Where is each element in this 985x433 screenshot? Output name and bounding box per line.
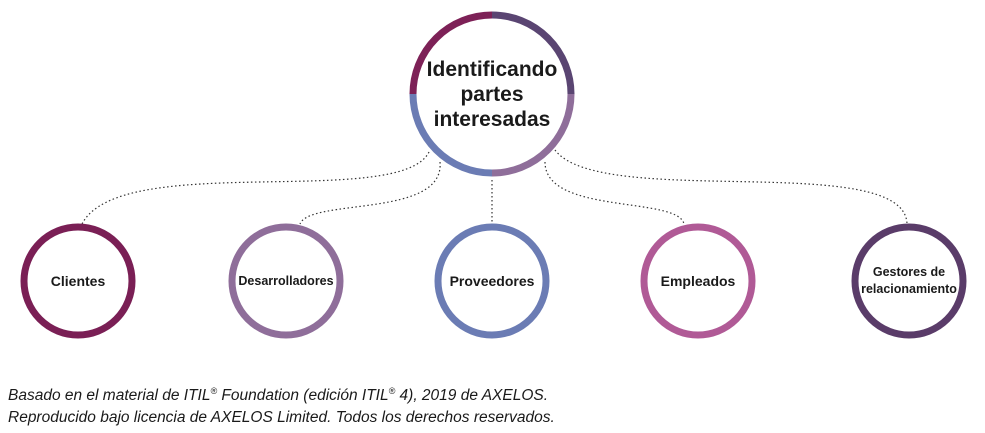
central-title-line-2: partes <box>460 82 524 106</box>
proveedores-circle <box>434 223 550 339</box>
connector-gestores <box>554 149 908 225</box>
empleados-label: Empleados <box>660 273 736 289</box>
central-title-line-1: Identificando <box>426 57 558 81</box>
central-title: Identificando partes interesadas <box>422 44 562 144</box>
central-arc-2 <box>491 93 575 177</box>
desarrolladores-label: Desarrolladores <box>238 273 334 288</box>
desarrolladores-circle <box>228 223 344 339</box>
central-title-line-3: interesadas <box>433 107 551 131</box>
source-footnote: Basado en el material de ITIL® Foundatio… <box>8 380 555 429</box>
footnote-line-2: Reproducido bajo licencia de AXELOS Limi… <box>8 409 555 427</box>
footnote-line-1: Basado en el material de ITIL® Foundatio… <box>8 380 555 407</box>
proveedores-label: Proveedores <box>449 273 535 289</box>
clientes-label: Clientes <box>50 273 106 289</box>
empleados-circle <box>640 223 756 339</box>
connector-empleados <box>544 161 685 225</box>
central-arc-1 <box>491 11 575 95</box>
footnote-text-a: Basado en el material de ITIL <box>8 387 211 405</box>
gestores-label: Gestores de relacionamiento <box>861 265 957 296</box>
connector-desarrolladores <box>299 161 441 225</box>
central-node <box>409 11 575 177</box>
central-arc-3 <box>409 93 493 177</box>
connector-clientes <box>81 151 430 225</box>
gestores-circle <box>851 223 967 339</box>
registered-mark-1: ® <box>210 386 218 396</box>
central-arc-0 <box>409 11 493 95</box>
clientes-circle <box>20 223 136 339</box>
footnote-text-c: 4), 2019 de AXELOS. <box>395 387 549 405</box>
footnote-text-b: Foundation (edición ITIL <box>217 387 389 405</box>
registered-mark-2: ® <box>388 386 396 396</box>
